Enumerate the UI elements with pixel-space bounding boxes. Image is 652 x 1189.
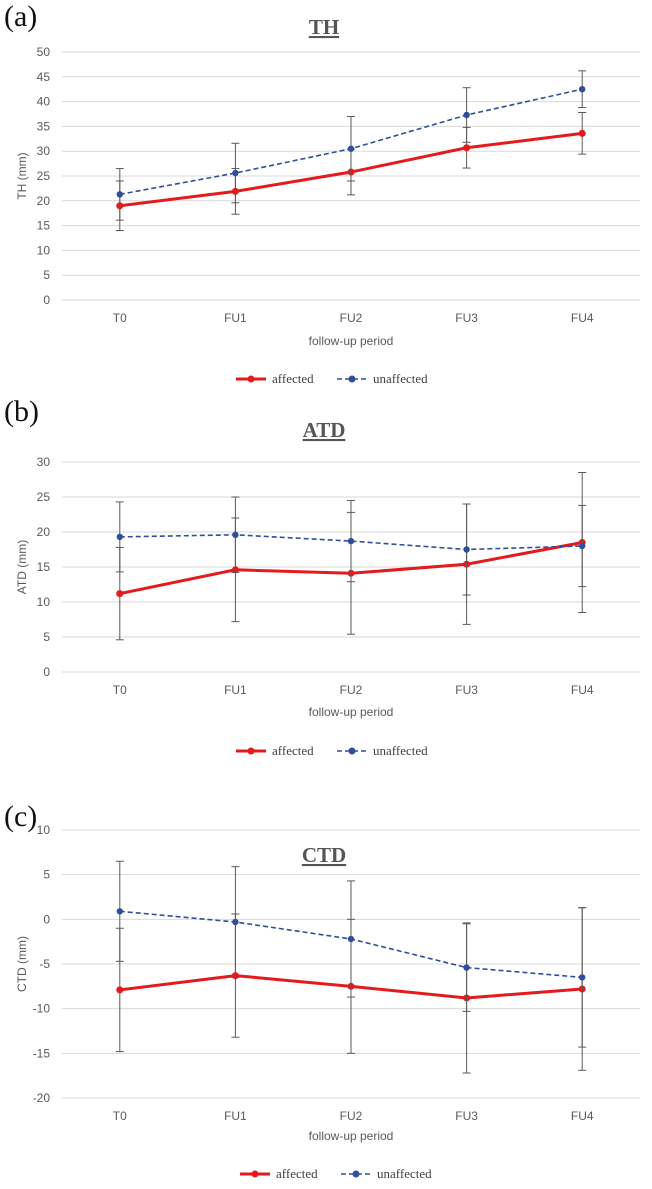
legend-label-affected: affected [276, 1166, 318, 1181]
y-axis-label: CTD (mm) [15, 936, 29, 992]
legend-marker-unaffected [348, 375, 356, 383]
legend-marker-affected [247, 375, 255, 383]
legend-marker-unaffected [352, 1170, 360, 1178]
legend-marker-affected [247, 747, 255, 755]
y-tick-label: 10 [37, 595, 51, 609]
data-point-affected [116, 590, 124, 598]
legend-label-unaffected: unaffected [377, 1166, 432, 1181]
series-unaffected [115, 70, 587, 221]
y-axis-label: TH (mm) [15, 152, 29, 199]
chart-title: CTD [302, 843, 346, 867]
x-tick-label: FU3 [455, 1109, 478, 1123]
legend-label-unaffected: unaffected [373, 743, 428, 758]
x-axis-label: follow-up period [309, 334, 394, 348]
x-tick-label: FU1 [224, 311, 247, 325]
series-line-unaffected [119, 533, 583, 551]
y-tick-label: 10 [37, 243, 51, 257]
y-tick-label: 40 [37, 95, 51, 109]
y-tick-label: 25 [37, 169, 51, 183]
y-tick-label: 5 [43, 268, 50, 282]
data-point-unaffected [579, 542, 586, 550]
y-tick-label: 45 [37, 70, 51, 84]
data-point-unaffected [347, 935, 355, 943]
y-tick-label: -20 [33, 1091, 51, 1105]
data-point-unaffected [347, 145, 355, 152]
data-point-unaffected [232, 918, 239, 926]
x-tick-label: FU1 [224, 1109, 247, 1123]
y-tick-label: -15 [33, 1046, 51, 1060]
data-point-unaffected [116, 908, 124, 915]
series-unaffected [115, 496, 587, 596]
x-tick-label: FU2 [340, 1109, 363, 1123]
x-tick-label: FU2 [340, 683, 363, 697]
data-point-affected [116, 986, 124, 994]
legend: affected unaffected [236, 371, 428, 386]
y-tick-label: 50 [37, 45, 51, 59]
legend-marker-unaffected [348, 747, 356, 755]
x-tick-label: FU3 [455, 311, 478, 325]
chart-th: (a) TH 0 5 10 15 20 25 30 35 40 45 50 TH (mm) T0 FU1 FU2… [4, 0, 640, 386]
data-point-affected [463, 144, 471, 152]
x-axis-label: follow-up period [309, 705, 394, 719]
x-axis-label: follow-up period [309, 1129, 394, 1143]
chart-title: ATD [303, 418, 346, 442]
y-tick-label: 20 [37, 194, 51, 208]
x-tick-label: FU4 [571, 683, 594, 697]
data-point-unaffected [579, 86, 586, 93]
y-tick-label: 0 [43, 293, 50, 307]
legend: affected unaffected [240, 1166, 432, 1181]
legend-label-affected: affected [272, 371, 314, 386]
chart-atd: (b) ATD 0 5 10 15 20 25 30 ATD (mm) T0 FU1 FU2 FU3 FU4… [4, 395, 640, 758]
panel-letter: (b) [4, 395, 39, 428]
panel-letter: (c) [4, 800, 37, 833]
data-point-unaffected [347, 537, 355, 545]
y-tick-label: 25 [37, 490, 51, 504]
y-tick-label: 5 [43, 868, 50, 882]
y-tick-label: 30 [37, 144, 51, 158]
data-point-unaffected [463, 964, 470, 971]
x-tick-label: T0 [113, 311, 127, 325]
y-tick-label: 0 [43, 665, 50, 679]
x-tick-label: FU3 [455, 683, 478, 697]
x-tick-label: T0 [113, 1109, 127, 1123]
data-point-unaffected [232, 531, 239, 538]
y-tick-label: 35 [37, 119, 51, 133]
data-point-unaffected [579, 974, 586, 981]
x-tick-label: T0 [113, 683, 127, 697]
x-tick-label: FU4 [571, 311, 594, 325]
legend-label-unaffected: unaffected [373, 371, 428, 386]
data-point-unaffected [116, 191, 124, 198]
panel-letter: (a) [4, 0, 37, 33]
y-tick-label: 5 [43, 630, 50, 644]
x-tick-label: FU1 [224, 683, 247, 697]
y-tick-label: 10 [37, 823, 51, 837]
chart-ctd: (c) CTD -20 -15 -10 -5 0 5 10 CTD (mm) T0 FU1 FU2 FU3… [4, 800, 640, 1181]
x-tick-label: FU2 [340, 311, 363, 325]
x-tick-label: FU4 [571, 1109, 594, 1123]
series-unaffected [115, 860, 587, 1048]
data-point-unaffected [463, 546, 470, 553]
y-tick-label: 30 [37, 455, 51, 469]
y-tick-label: 20 [37, 525, 51, 539]
y-axis-label: ATD (mm) [15, 540, 29, 594]
chart-title: TH [309, 15, 339, 39]
y-tick-label: -5 [39, 957, 50, 971]
y-tick-label: 15 [37, 219, 51, 233]
data-point-unaffected [116, 533, 124, 541]
data-point-unaffected [232, 169, 239, 177]
y-tick-label: 0 [43, 912, 50, 926]
data-point-affected [578, 129, 586, 137]
legend: affected unaffected [236, 743, 428, 758]
y-tick-label: 15 [37, 560, 51, 574]
legend-label-affected: affected [272, 743, 314, 758]
y-tick-label: -10 [33, 1002, 51, 1016]
legend-marker-affected [251, 1170, 259, 1178]
data-point-unaffected [463, 111, 470, 119]
